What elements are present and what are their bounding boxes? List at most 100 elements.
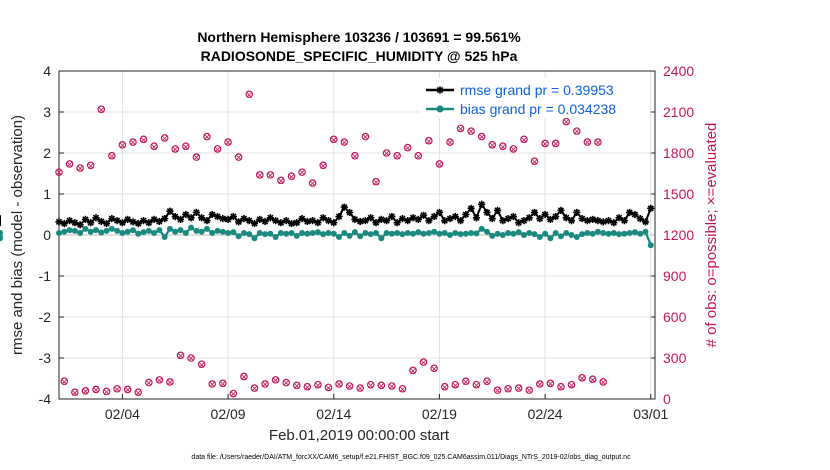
obs-evaluated-point: × [425,136,433,147]
rmse-point [266,214,274,222]
obs-possible-point [81,386,90,395]
obs-evaluated-point: × [145,378,153,389]
obs-possible-point [176,351,185,360]
rmse-point-d2 [594,217,602,224]
bias-point [388,230,395,237]
y-tick-label: 4 [43,63,51,79]
obs-evaluated-point: × [372,177,380,188]
obs-possible-point [477,132,486,141]
rmse-point-d2 [193,209,200,216]
obs-possible-point [97,105,106,114]
y-tick-label: -4 [39,391,52,407]
rmse-point-d2 [314,219,322,226]
obs-evaluated-point: × [599,378,607,389]
bias-point [288,229,295,236]
bias-point [114,227,121,234]
obs-possible-point [308,179,317,187]
rmse-point-d2 [182,211,189,218]
rmse-point-d2 [589,216,596,223]
rmse-point [615,214,623,222]
obs-possible-point [282,378,290,387]
obs-evaluated-point: × [583,138,591,149]
rmse-point [414,215,422,224]
obs-possible-point [102,387,111,396]
obs-possible-point [562,117,571,126]
bias-point [330,230,337,237]
obs-possible-point [76,164,84,172]
legend-rmse-star-d2 [436,86,444,94]
bias-point [478,225,485,232]
x-tick-label: 02/24 [528,406,563,422]
obs-evaluated-point: × [483,377,491,388]
obs-evaluated-point: × [118,140,126,151]
y-right-tick-label: 0 [663,391,671,407]
y-tick-label: -1 [39,268,52,284]
obs-evaluated-point: × [324,383,332,394]
rmse-point-d2 [547,216,554,223]
rmse-point-d2 [320,214,327,221]
obs-possible-point [92,385,100,394]
bias-point [182,229,189,236]
bias-point [515,229,522,236]
chart-title: Northern Hemisphere 103236 / 103691 = 99… [197,29,521,45]
obs-evaluated-point: × [208,380,216,391]
bias-point [71,227,78,234]
rmse-point [419,211,428,219]
rmse-point-d2 [378,216,385,223]
obs-possible-point [440,382,449,391]
obs-evaluated-point: × [419,358,427,369]
rmse-point [467,204,475,212]
rmse-point [636,215,644,223]
rmse-point [583,217,591,225]
obs-evaluated-point: × [536,380,544,391]
rmse-point [462,210,470,219]
bias-point [373,229,380,236]
obs-evaluated-point: × [541,139,549,150]
rmse-point [235,218,243,226]
rmse-point [377,215,385,224]
rmse-point-d2 [425,217,433,224]
obs-evaluated-point: × [166,378,174,389]
rmse-point-d2 [642,218,649,226]
rmse-point-d2 [246,217,253,224]
bias-point [124,228,131,235]
rmse-point [166,207,174,215]
rmse-point [393,219,401,227]
rmse-point-d2 [568,217,575,224]
rmse-point-d2 [483,209,491,216]
bias-point [209,229,216,236]
rmse-point-d2 [309,217,316,224]
y-tick-label: 1 [43,186,51,202]
bias-point [394,229,401,236]
obs-evaluated-point: × [409,366,417,377]
rmse-point [346,208,354,217]
obs-evaluated-point: × [462,377,470,388]
rmse-point-d2 [341,203,348,211]
obs-evaluated-point: × [234,153,242,164]
obs-possible-point [472,380,481,389]
bias-point [277,229,284,236]
obs-possible-point [551,139,560,148]
rmse-point [367,214,375,222]
obs-possible-point [113,384,121,393]
bias-point [483,228,490,235]
y-right-tick-label: 2400 [663,63,694,79]
obs-possible-point [155,376,164,384]
obs-evaluated-point: × [562,117,570,128]
obs-possible-point [134,388,143,396]
rmse-point [145,219,153,227]
bias-point [547,235,554,242]
rmse-point-d2 [140,217,147,224]
bias-point [457,231,464,238]
obs-possible-point [218,379,227,388]
bias-point [579,231,586,238]
rmse-point-d2 [166,208,174,215]
obs-evaluated-point: × [261,380,269,391]
rmse-point [250,219,259,228]
obs-possible-point [541,139,549,148]
obs-possible-point [377,381,386,390]
obs-possible-point [335,380,343,388]
obs-possible-point [583,138,592,146]
rmse-point [546,215,554,224]
bias-point [441,229,448,236]
